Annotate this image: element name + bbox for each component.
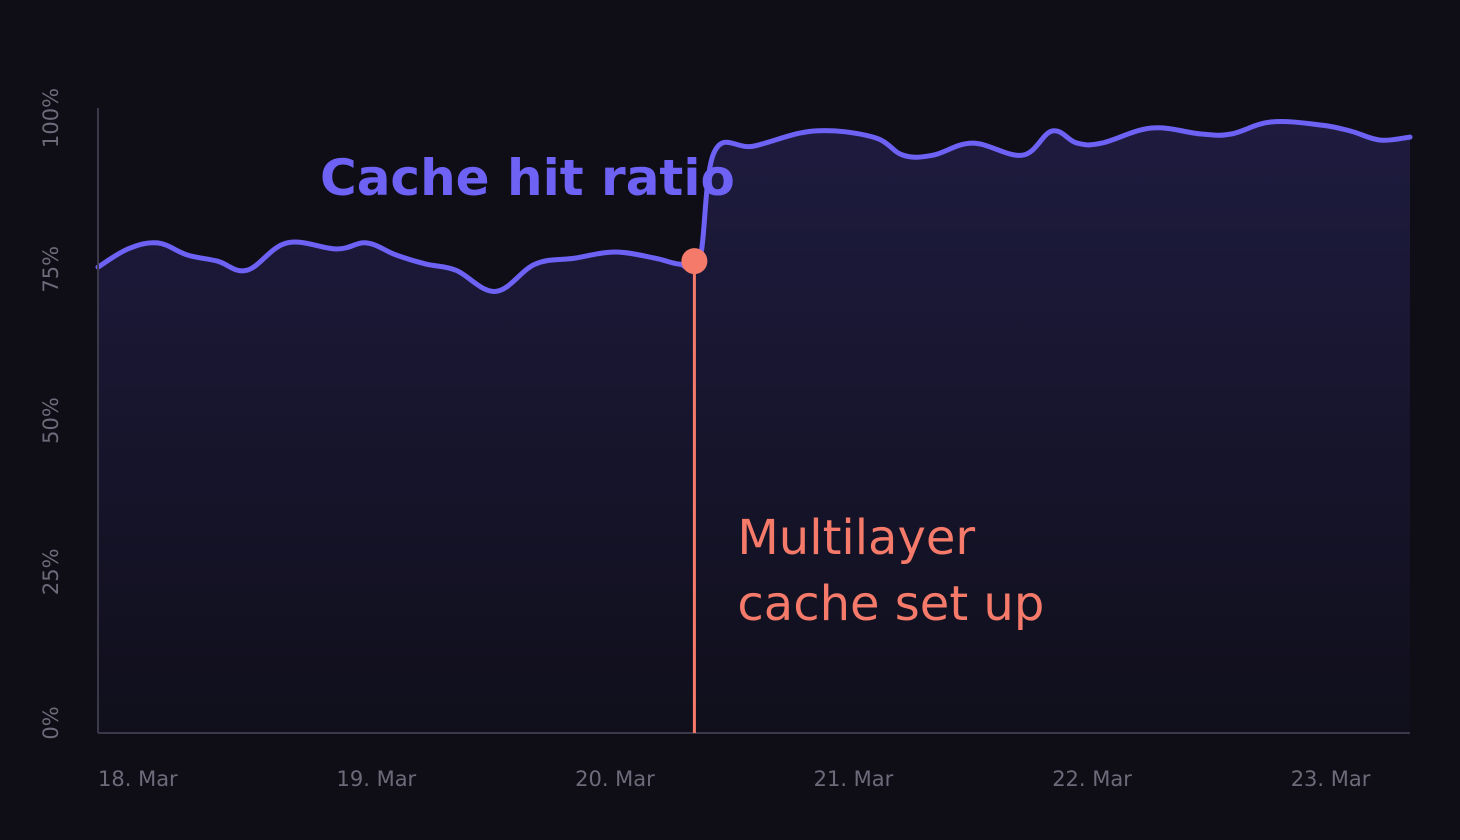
plot-area <box>95 119 1413 733</box>
x-tick-label: 18. Mar <box>98 767 178 791</box>
annotation-text: Multilayer <box>737 510 975 566</box>
series-line-cache-hit-ratio <box>95 119 1413 294</box>
x-tick-label: 20. Mar <box>575 767 655 791</box>
series-label-cache-hit-ratio: Cache hit ratio <box>320 149 735 207</box>
x-tick-label: 21. Mar <box>814 767 894 791</box>
x-tick-label: 19. Mar <box>337 767 417 791</box>
y-tick-label: 25% <box>39 548 63 595</box>
y-tick-label: 50% <box>39 397 63 444</box>
x-tick-label: 23. Mar <box>1291 767 1371 791</box>
y-tick-label: 75% <box>39 246 63 293</box>
y-axis-ticks: 0% 25% 50% 75% 100% <box>39 88 63 740</box>
series-area-fill <box>98 121 1410 733</box>
annotation-marker: Multilayer cache set up <box>681 248 1044 733</box>
y-tick-label: 100% <box>39 88 63 148</box>
y-tick-label: 0% <box>39 706 63 739</box>
annotation-point <box>681 248 708 275</box>
x-tick-label: 22. Mar <box>1052 767 1132 791</box>
x-axis-ticks: 18. Mar 19. Mar 20. Mar 21. Mar 22. Mar 23. M… <box>98 767 1371 791</box>
annotation-text: cache set up <box>737 576 1044 632</box>
